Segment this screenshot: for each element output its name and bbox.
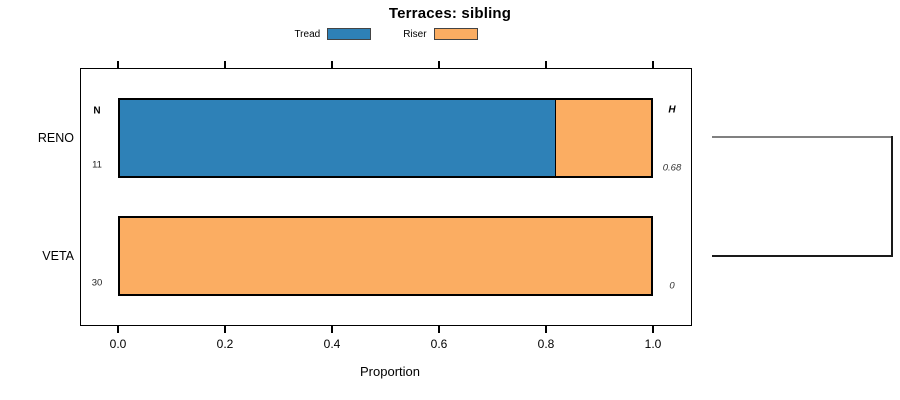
x-axis-tick-label: 0.2 xyxy=(216,337,234,351)
x-axis-tick-label: 1.0 xyxy=(644,337,662,351)
n-value: 30 xyxy=(91,277,103,289)
x-axis-tick-top xyxy=(438,61,440,68)
h-value: 0 xyxy=(669,280,675,292)
h-column-header: H xyxy=(668,104,676,116)
x-axis-tick-top xyxy=(652,61,654,68)
bar-segment-tread xyxy=(118,98,556,178)
x-axis-tick-label: 0.0 xyxy=(109,337,127,351)
bar-segment-riser xyxy=(555,98,653,178)
legend-swatch-tread-icon xyxy=(327,28,372,40)
legend-label-riser: Riser xyxy=(403,28,427,40)
x-axis-tick-bottom xyxy=(224,326,226,333)
legend-label-tread: Tread xyxy=(294,28,321,40)
x-axis-tick-label: 0.8 xyxy=(537,337,555,351)
x-axis-tick-label: 0.4 xyxy=(323,337,341,351)
legend-swatch-riser-icon xyxy=(433,28,478,40)
dendrogram-branch-top xyxy=(712,136,893,138)
chart-title: Terraces: sibling xyxy=(388,5,512,22)
h-value: 0.68 xyxy=(662,162,682,174)
x-axis-label: Proportion xyxy=(360,364,420,379)
x-axis-tick-top xyxy=(331,61,333,68)
x-axis-tick-bottom xyxy=(331,326,333,333)
n-value: 11 xyxy=(92,159,102,171)
category-label-reno: RENO xyxy=(37,131,74,145)
x-axis-tick-top xyxy=(224,61,226,68)
x-axis-tick-bottom xyxy=(652,326,654,333)
n-column-header: N xyxy=(93,105,101,117)
x-axis-tick-label: 0.6 xyxy=(430,337,448,351)
bar-outline xyxy=(118,98,653,178)
dendrogram-connector xyxy=(891,136,893,257)
bar-outline xyxy=(118,216,653,296)
category-label-veta: VETA xyxy=(42,249,74,263)
x-axis-tick-bottom xyxy=(545,326,547,333)
x-axis-tick-bottom xyxy=(117,326,119,333)
x-axis-tick-top xyxy=(117,61,119,68)
bar-segment-riser xyxy=(118,216,653,296)
x-axis-tick-bottom xyxy=(438,326,440,333)
dendrogram-branch-bottom xyxy=(712,255,893,257)
x-axis-tick-top xyxy=(545,61,547,68)
legend: Tread Riser xyxy=(80,27,692,41)
